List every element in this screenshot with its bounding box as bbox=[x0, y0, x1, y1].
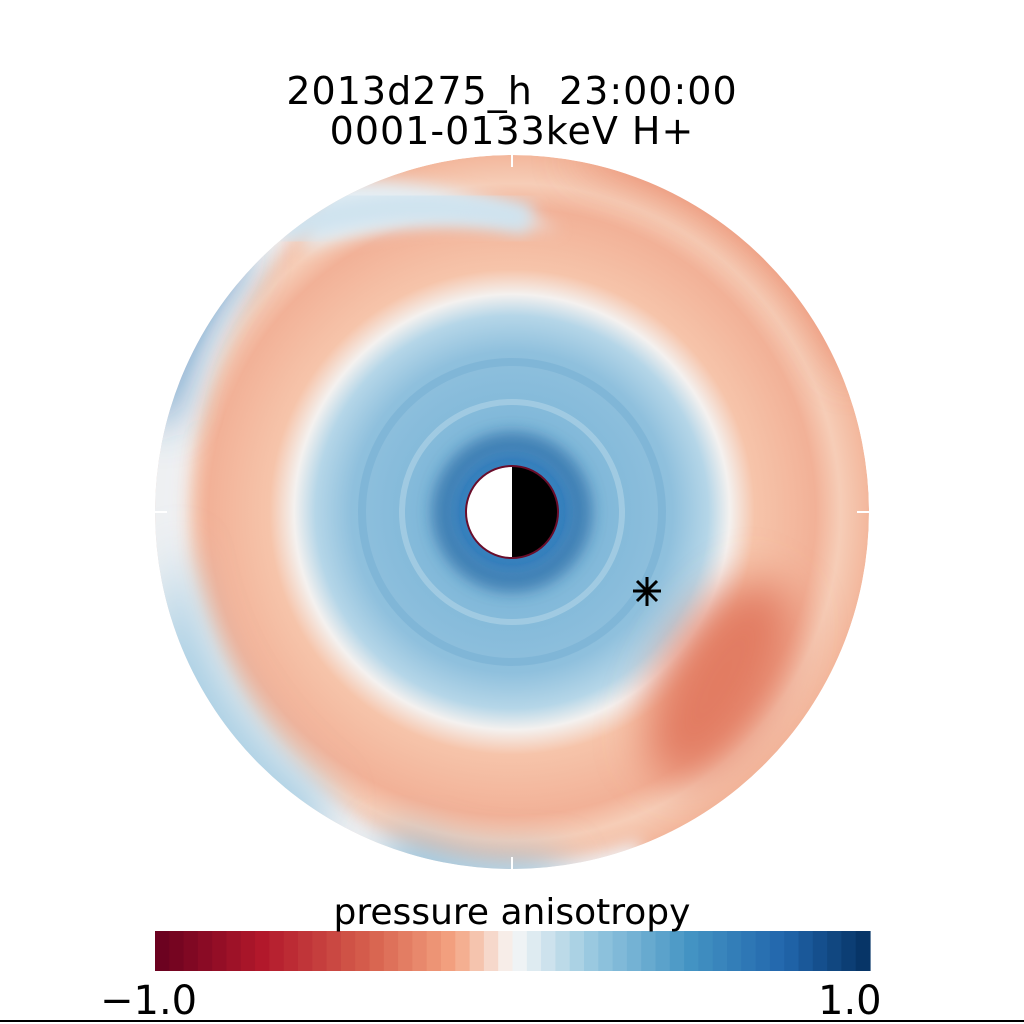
colorbar-segment bbox=[355, 931, 371, 971]
axis-ticks bbox=[155, 155, 869, 869]
colorbar-segment bbox=[612, 931, 628, 971]
colorbar-segment bbox=[541, 931, 556, 971]
bottom-border bbox=[0, 1020, 1024, 1022]
colorbar-segment bbox=[569, 931, 585, 971]
colorbar-segment bbox=[426, 931, 442, 971]
colorbar-segment bbox=[469, 931, 485, 971]
colorbar-segment bbox=[684, 931, 699, 971]
colorbar-segment bbox=[712, 931, 728, 971]
colorbar-segment bbox=[641, 931, 657, 971]
colorbar-segment bbox=[769, 931, 785, 971]
colorbar-segment bbox=[226, 931, 242, 971]
colorbar-segment bbox=[526, 931, 542, 971]
colorbar-segment bbox=[369, 931, 385, 971]
colorbar-segment bbox=[669, 931, 685, 971]
colorbar-segment bbox=[855, 931, 871, 971]
colorbar-segment bbox=[298, 931, 313, 971]
asterisk-marker-icon bbox=[633, 577, 661, 606]
colorbar-segment bbox=[197, 931, 213, 971]
colorbar-segment bbox=[798, 931, 814, 971]
colorbar-segment bbox=[212, 931, 228, 971]
colorbar-segment bbox=[812, 931, 828, 971]
colorbar-segment bbox=[383, 931, 399, 971]
colorbar-segment bbox=[455, 931, 471, 971]
colorbar-segment bbox=[483, 931, 499, 971]
colorbar-segment bbox=[498, 931, 514, 971]
colorbar-segment bbox=[827, 931, 842, 971]
colorbar-segment bbox=[741, 931, 757, 971]
colorbar-segment bbox=[240, 931, 256, 971]
earth-icon bbox=[465, 465, 559, 559]
plot-title-line-1: 2013d275_h 23:00:00 bbox=[286, 69, 738, 113]
colorbar-segment bbox=[655, 931, 671, 971]
colorbar-segment bbox=[340, 931, 356, 971]
colorbar-segment bbox=[784, 931, 800, 971]
colorbar-segment bbox=[441, 931, 456, 971]
colorbar-segment bbox=[183, 931, 199, 971]
colorbar-segment bbox=[255, 931, 270, 971]
colorbar-segment bbox=[398, 931, 413, 971]
colorbar-label: pressure anisotropy bbox=[333, 892, 691, 933]
colorbar-segment bbox=[755, 931, 771, 971]
colorbar-segment bbox=[512, 931, 528, 971]
colorbar bbox=[155, 931, 871, 971]
colorbar-segment bbox=[412, 931, 428, 971]
colorbar-segment bbox=[169, 931, 185, 971]
colorbar-segment bbox=[727, 931, 742, 971]
colorbar-segment bbox=[312, 931, 328, 971]
colorbar-segment bbox=[841, 931, 857, 971]
colorbar-segment bbox=[555, 931, 571, 971]
plot-title-line-2: 0001-0133keV H+ bbox=[329, 109, 695, 153]
colorbar-segment bbox=[326, 931, 342, 971]
colorbar-segment bbox=[283, 931, 299, 971]
colorbar-segment bbox=[598, 931, 614, 971]
colorbar-min-label: −1.0 bbox=[100, 978, 198, 1024]
colorbar-segment bbox=[626, 931, 642, 971]
colorbar-segment bbox=[269, 931, 285, 971]
colorbar-segment bbox=[698, 931, 714, 971]
colorbar-segment bbox=[584, 931, 599, 971]
colorbar-max-label: 1.0 bbox=[818, 978, 882, 1024]
colorbar-segment bbox=[155, 931, 170, 971]
